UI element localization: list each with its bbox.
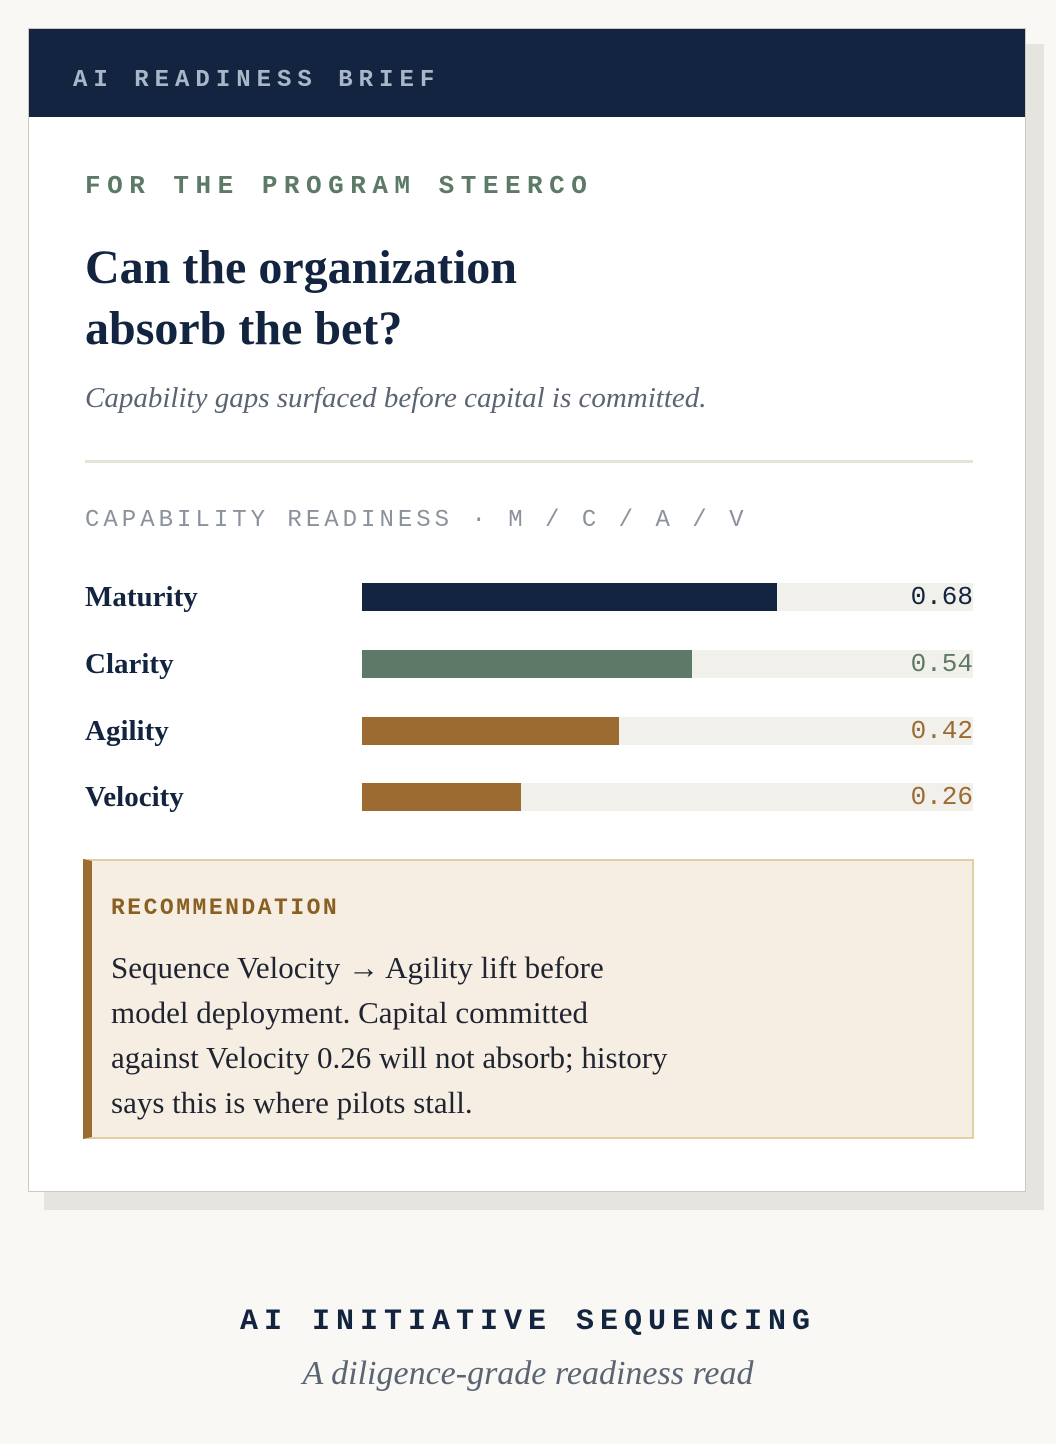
recommendation-label: RECOMMENDATION bbox=[111, 895, 340, 921]
metric-track bbox=[362, 717, 973, 745]
metric-name: Maturity bbox=[85, 581, 198, 613]
metric-value: 0.68 bbox=[910, 582, 973, 612]
metric-value: 0.26 bbox=[910, 782, 973, 812]
metric-bar bbox=[362, 583, 778, 611]
section-divider bbox=[85, 460, 973, 463]
metric-name: Agility bbox=[85, 715, 169, 747]
metric-row-maturity: Maturity 0.68 bbox=[85, 577, 973, 617]
metric-row-velocity: Velocity 0.26 bbox=[85, 777, 973, 817]
header-band: AI READINESS BRIEF bbox=[29, 29, 1025, 117]
audience-eyebrow: FOR THE PROGRAM STEERCO bbox=[85, 171, 594, 201]
metric-track bbox=[362, 583, 973, 611]
metric-bar bbox=[362, 650, 692, 678]
footer-title: AI INITIATIVE SEQUENCING bbox=[239, 1305, 817, 1339]
metric-bar bbox=[362, 783, 521, 811]
metric-track bbox=[362, 783, 973, 811]
metric-value: 0.54 bbox=[910, 649, 973, 679]
recommendation-callout: RECOMMENDATION Sequence Velocity → Agili… bbox=[83, 859, 974, 1139]
recommendation-body: Sequence Velocity → Agility lift before … bbox=[111, 950, 668, 1120]
brief-brand: AI READINESS BRIEF bbox=[73, 67, 441, 94]
metric-bar bbox=[362, 717, 619, 745]
footer-subtitle: A diligence-grade readiness read bbox=[302, 1355, 754, 1392]
readiness-section-label: CAPABILITY READINESS · M / C / A / V bbox=[85, 507, 748, 534]
metric-value: 0.42 bbox=[910, 716, 973, 746]
brief-card: AI READINESS BRIEF FOR THE PROGRAM STEER… bbox=[28, 28, 1026, 1192]
metric-row-agility: Agility 0.42 bbox=[85, 711, 973, 751]
metric-row-clarity: Clarity 0.54 bbox=[85, 644, 973, 684]
metric-name: Clarity bbox=[85, 648, 174, 680]
metric-track bbox=[362, 650, 973, 678]
page-title: Can the organization absorb the bet? bbox=[85, 241, 517, 355]
page-subtitle: Capability gaps surfaced before capital … bbox=[85, 382, 707, 414]
metric-name: Velocity bbox=[85, 781, 184, 813]
